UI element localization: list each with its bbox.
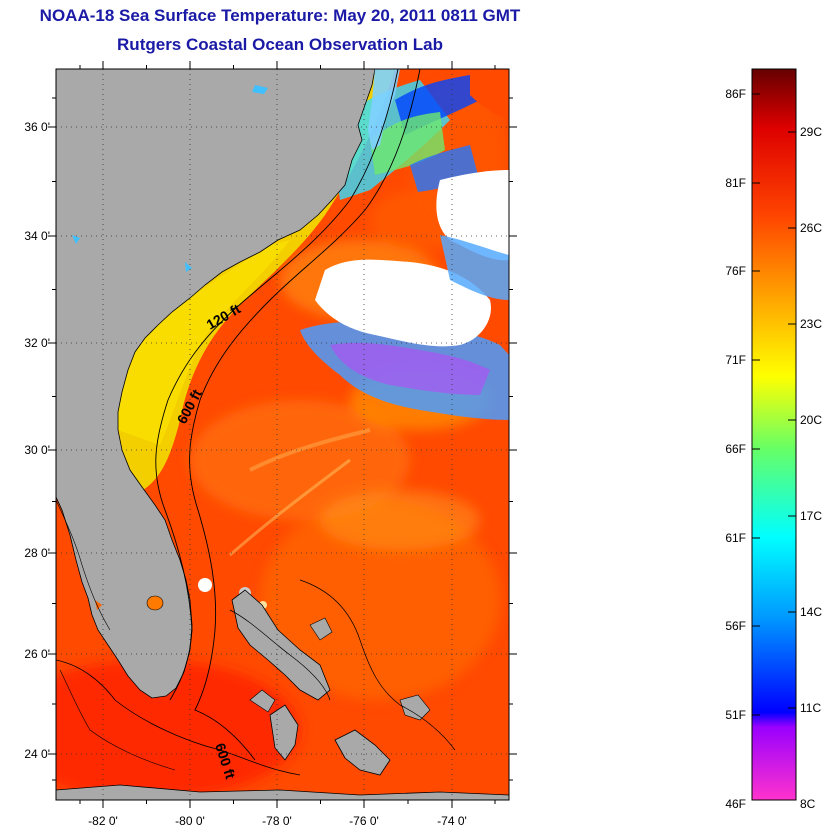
colorbar-celsius-labels: 29C 26C 23C 20C 17C 14C 11C 8C: [800, 125, 822, 811]
fahrenheit-label: 66F: [725, 442, 746, 456]
fahrenheit-label: 46F: [725, 797, 746, 811]
celsius-label: 14C: [800, 605, 822, 619]
fahrenheit-label: 76F: [725, 264, 746, 278]
sst-map: [56, 69, 509, 800]
lat-label: 32 0': [24, 336, 50, 350]
map-frame: [55, 68, 510, 801]
lon-label: -82 0': [88, 814, 118, 828]
celsius-label: 20C: [800, 413, 822, 427]
celsius-label: 26C: [800, 221, 822, 235]
fahrenheit-label: 86F: [725, 87, 746, 101]
map-ticks: [48, 61, 517, 808]
lat-label: 28 0': [24, 546, 50, 560]
lon-label: -78 0': [262, 814, 292, 828]
fahrenheit-label: 71F: [725, 353, 746, 367]
cloud-cover: [315, 259, 491, 347]
celsius-label: 8C: [800, 797, 816, 811]
celsius-label: 23C: [800, 317, 822, 331]
fahrenheit-label: 61F: [725, 531, 746, 545]
celsius-label: 11C: [800, 701, 821, 715]
lon-label: -76 0': [349, 814, 379, 828]
fahrenheit-label: 51F: [725, 708, 746, 722]
isobath-600ft: [189, 69, 421, 761]
colorbar-gradient: [751, 68, 797, 801]
fahrenheit-label: 56F: [725, 619, 746, 633]
longitude-labels: -82 0' -80 0' -78 0' -76 0' -74 0': [88, 814, 467, 828]
land-cuba: [56, 784, 509, 800]
lat-label: 30 0': [24, 443, 50, 457]
lat-label: 34 0': [24, 229, 50, 243]
isobath-120ft: [155, 69, 399, 701]
map-subtitle: Rutgers Coastal Ocean Observation Lab: [117, 35, 443, 54]
lat-label: 36 0': [24, 120, 50, 134]
celsius-label: 17C: [800, 509, 822, 523]
lat-label: 26 0': [24, 647, 50, 661]
graticule: [56, 69, 509, 800]
land-bahamas: [231, 589, 331, 701]
lon-label: -74 0': [437, 814, 467, 828]
fahrenheit-label: 81F: [725, 176, 746, 190]
colorbar: 86F 81F 76F 71F 66F 61F 56F 51F 46F 29C …: [725, 68, 822, 811]
map-title: NOAA-18 Sea Surface Temperature: May 20,…: [39, 6, 521, 25]
lon-label: -80 0': [175, 814, 205, 828]
lat-label: 24 0': [24, 747, 50, 761]
land-us-southeast: [56, 69, 376, 699]
colorbar-fahrenheit-labels: 86F 81F 76F 71F 66F 61F 56F 51F 46F: [725, 87, 746, 811]
latitude-labels: 36 0' 34 0' 32 0' 30 0' 28 0' 26 0' 24 0…: [24, 120, 50, 761]
celsius-label: 29C: [800, 125, 822, 139]
